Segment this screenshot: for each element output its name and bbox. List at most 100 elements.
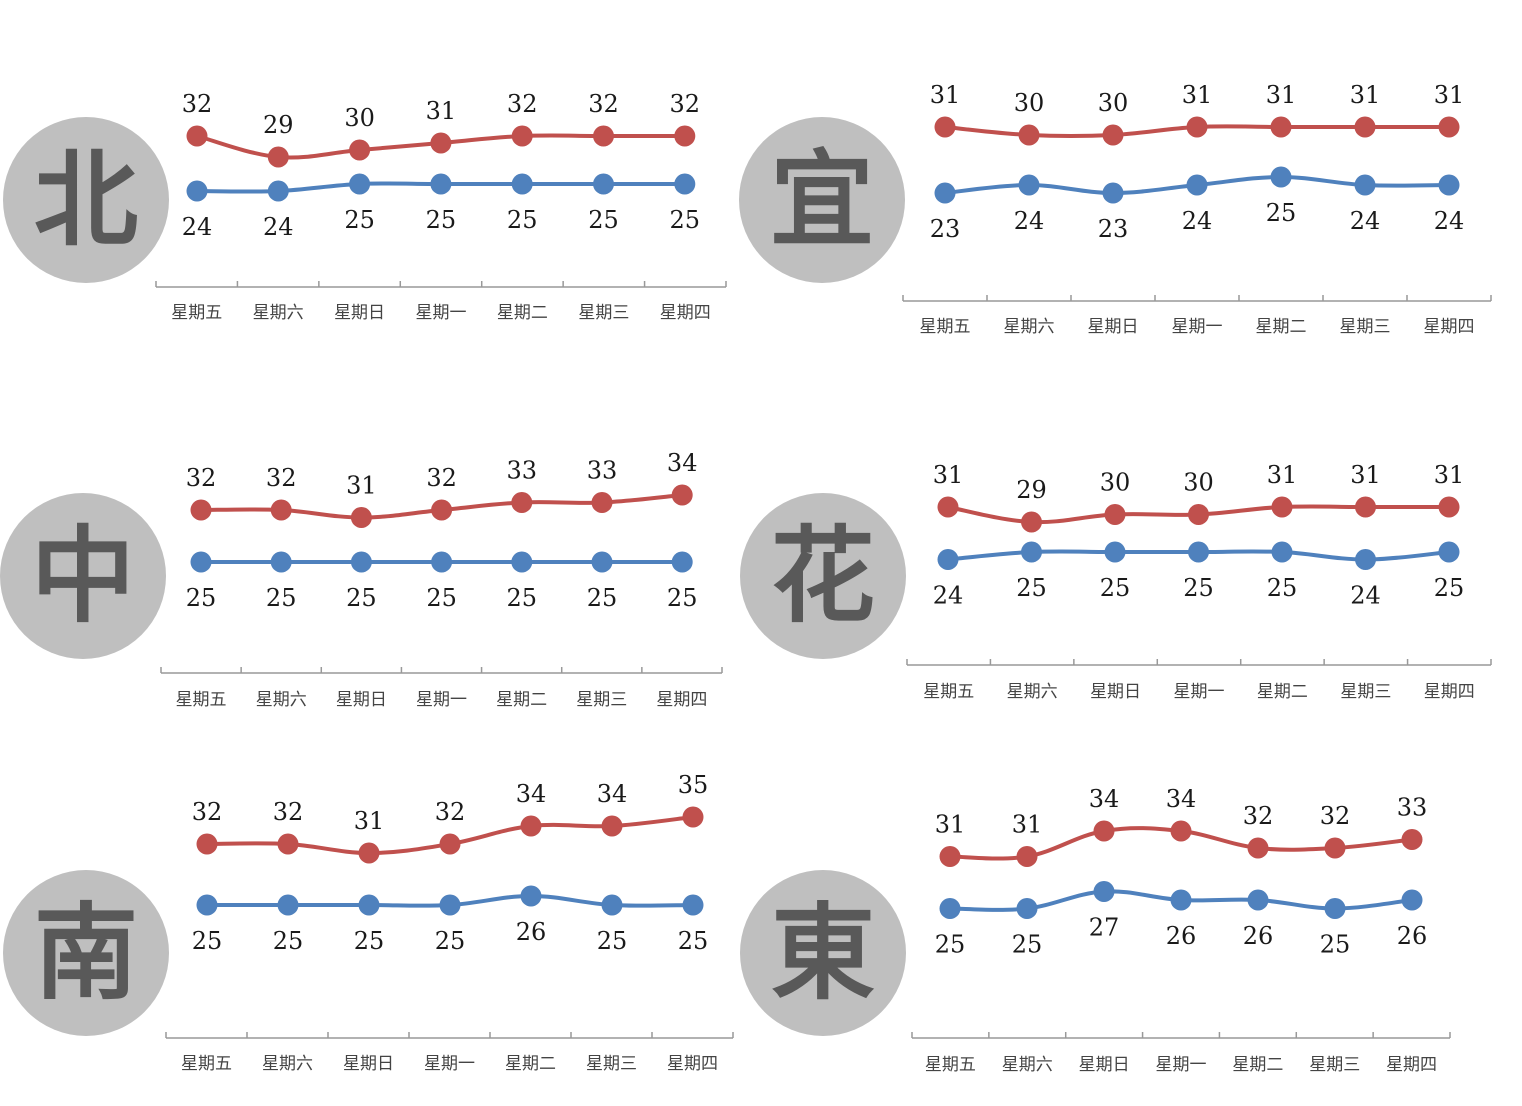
- low-temp-label: 25: [266, 584, 297, 612]
- x-tick-label: 星期一: [416, 690, 467, 710]
- low-temp-point: [674, 173, 696, 195]
- x-tick-label: 星期日: [343, 1054, 394, 1074]
- x-tick-label: 星期四: [1386, 1055, 1437, 1075]
- high-temp-point: [1355, 496, 1376, 518]
- high-temp-point: [1354, 116, 1376, 138]
- high-temp-point: [196, 833, 218, 855]
- high-temp-label: 31: [1350, 461, 1381, 489]
- high-temp-point: [190, 499, 212, 521]
- high-temp-point: [1401, 829, 1423, 850]
- low-temp-label: 25: [426, 206, 457, 234]
- low-temp-label: 24: [1350, 207, 1381, 235]
- x-tick-label: 星期六: [256, 690, 307, 710]
- low-temp-point: [431, 551, 453, 573]
- city-badge: [3, 870, 169, 1036]
- low-temp-label: 27: [1089, 914, 1120, 942]
- high-temp-point: [1104, 504, 1126, 525]
- high-temp-label: 29: [1016, 476, 1047, 504]
- low-temp-point: [1016, 898, 1038, 919]
- high-temp-label: 31: [933, 461, 964, 489]
- low-temp-point: [511, 551, 533, 573]
- low-temp-point: [1438, 174, 1460, 196]
- low-temp-label: 25: [354, 927, 385, 955]
- low-temp-label: 25: [588, 206, 619, 234]
- city-badge-label: 宜: [770, 139, 874, 261]
- high-temp-label: 34: [1089, 785, 1120, 813]
- low-temp-label: 25: [1016, 574, 1047, 602]
- high-temp-label: 32: [507, 90, 538, 118]
- city-badge: [740, 493, 906, 659]
- high-temp-label: 32: [192, 798, 223, 826]
- high-temp-point: [671, 484, 693, 506]
- low-temp-label: 25: [667, 584, 698, 612]
- high-temp-label: 32: [186, 464, 217, 492]
- low-temp-point: [1270, 166, 1292, 188]
- high-temp-label: 30: [344, 104, 375, 132]
- low-temp-point: [937, 549, 959, 570]
- low-temp-label: 26: [1397, 922, 1428, 950]
- high-temp-label: 32: [426, 464, 457, 492]
- x-tick-label: 星期一: [424, 1054, 475, 1074]
- high-temp-label: 29: [263, 111, 294, 139]
- high-temp-label: 31: [1434, 461, 1465, 489]
- high-temp-point: [1170, 820, 1192, 842]
- low-temp-label: 24: [263, 213, 294, 241]
- high-temp-point: [1093, 820, 1115, 842]
- high-temp-label: 31: [426, 97, 457, 125]
- low-temp-label: 25: [192, 927, 223, 955]
- high-temp-label: 31: [1434, 81, 1465, 109]
- low-temp-point: [439, 894, 461, 916]
- high-temp-point: [270, 499, 292, 521]
- high-temp-point: [937, 496, 959, 518]
- x-tick-label: 星期四: [660, 303, 711, 323]
- low-temp-label: 25: [346, 584, 377, 612]
- low-temp-label: 25: [507, 206, 538, 234]
- high-temp-point: [591, 492, 613, 513]
- low-temp-point: [671, 551, 693, 573]
- x-tick-label: 星期日: [1090, 682, 1141, 702]
- x-tick-label: 星期一: [1174, 682, 1225, 702]
- x-tick-label: 星期一: [1172, 317, 1223, 337]
- low-temp-label: 24: [933, 582, 964, 610]
- high-temp-label: 30: [1100, 469, 1131, 497]
- low-temp-point: [270, 551, 292, 573]
- x-tick-label: 星期二: [1232, 1055, 1283, 1075]
- city-badge-label: 東: [771, 892, 875, 1014]
- low-temp-point: [1021, 541, 1042, 563]
- x-tick-label: 星期三: [576, 690, 627, 710]
- high-temp-label: 32: [1320, 802, 1351, 830]
- low-temp-point: [682, 894, 704, 916]
- high-temp-point: [511, 125, 533, 147]
- high-temp-point: [430, 132, 452, 154]
- x-tick-label: 星期六: [1004, 317, 1055, 337]
- low-temp-point: [190, 551, 212, 573]
- high-temp-label: 32: [670, 90, 701, 118]
- low-temp-label: 25: [273, 927, 304, 955]
- low-temp-point: [267, 180, 289, 202]
- high-temp-label: 31: [930, 81, 961, 109]
- high-temp-point: [1186, 116, 1208, 138]
- high-temp-label: 31: [1012, 811, 1043, 839]
- high-temp-point: [601, 815, 623, 837]
- low-temp-label: 25: [426, 584, 457, 612]
- high-temp-point: [439, 833, 461, 855]
- low-temp-label: 24: [1182, 207, 1213, 235]
- x-tick-label: 星期二: [1256, 317, 1307, 337]
- low-temp-label: 24: [182, 213, 213, 241]
- high-temp-label: 34: [1166, 785, 1197, 813]
- low-temp-point: [1093, 881, 1115, 902]
- city-badge-label: 中: [31, 515, 135, 637]
- low-temp-point: [1271, 541, 1293, 563]
- x-tick-label: 星期三: [1309, 1055, 1360, 1075]
- low-temp-point: [1188, 541, 1209, 563]
- low-temp-point: [601, 894, 623, 916]
- high-temp-label: 34: [667, 449, 698, 477]
- low-temp-label: 25: [670, 206, 701, 234]
- low-temp-label: 25: [587, 584, 618, 612]
